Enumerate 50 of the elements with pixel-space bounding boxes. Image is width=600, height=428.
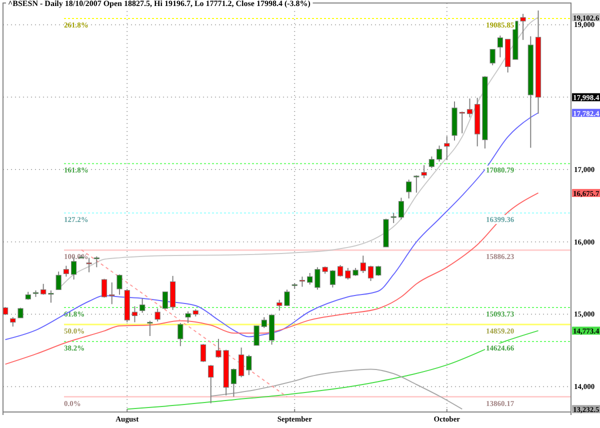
candlestick xyxy=(520,13,526,40)
candlestick xyxy=(276,299,282,312)
candlestick xyxy=(116,274,122,296)
candlestick xyxy=(360,255,366,274)
candlestick xyxy=(94,256,100,268)
candlestick xyxy=(406,179,412,199)
candlestick xyxy=(421,164,427,179)
candlestick xyxy=(132,306,138,323)
candlestick xyxy=(238,347,244,378)
candlestick xyxy=(109,282,115,305)
candlestick xyxy=(284,289,290,306)
candlestick xyxy=(299,276,306,288)
candlestick xyxy=(330,270,336,288)
candlestick xyxy=(345,267,351,280)
chart-title: ^BSESN - Daily 18/10/2007 Open 18827.5, Hi 19196.7, Lo 17771.2, Close 17998.4 (-3.8%) xyxy=(8,0,311,8)
candlestick xyxy=(10,316,16,328)
candlestick xyxy=(338,264,344,278)
candlestick xyxy=(178,322,184,347)
candlestick xyxy=(459,111,465,134)
line-series xyxy=(4,192,539,365)
candlestick xyxy=(390,212,396,224)
candlestick xyxy=(147,320,153,336)
candlestick xyxy=(398,197,404,220)
candlestick xyxy=(368,265,374,282)
candlestick xyxy=(56,271,62,290)
candlestick xyxy=(414,174,420,194)
candlestick xyxy=(466,98,473,118)
candlestick xyxy=(216,338,222,358)
candlestick xyxy=(208,364,214,404)
candlestick xyxy=(86,257,92,273)
candlestick xyxy=(140,298,146,314)
candlestick xyxy=(230,368,236,398)
candlestick xyxy=(63,265,69,278)
candlestick xyxy=(307,272,313,286)
candlestick xyxy=(490,48,496,66)
line-series xyxy=(126,330,539,410)
candlestick xyxy=(185,310,191,324)
candlestick xyxy=(101,278,108,298)
candlestick xyxy=(428,156,434,169)
candlestick xyxy=(444,136,450,161)
candlestick xyxy=(154,308,160,322)
candlestick xyxy=(48,290,54,304)
candlestick xyxy=(246,354,252,376)
candlestick xyxy=(436,145,442,162)
line-series xyxy=(4,112,539,340)
candlestick xyxy=(261,316,267,329)
candlestick xyxy=(497,35,503,58)
candlestick xyxy=(200,343,206,363)
candlestick xyxy=(254,326,260,346)
candlestick xyxy=(162,291,168,310)
